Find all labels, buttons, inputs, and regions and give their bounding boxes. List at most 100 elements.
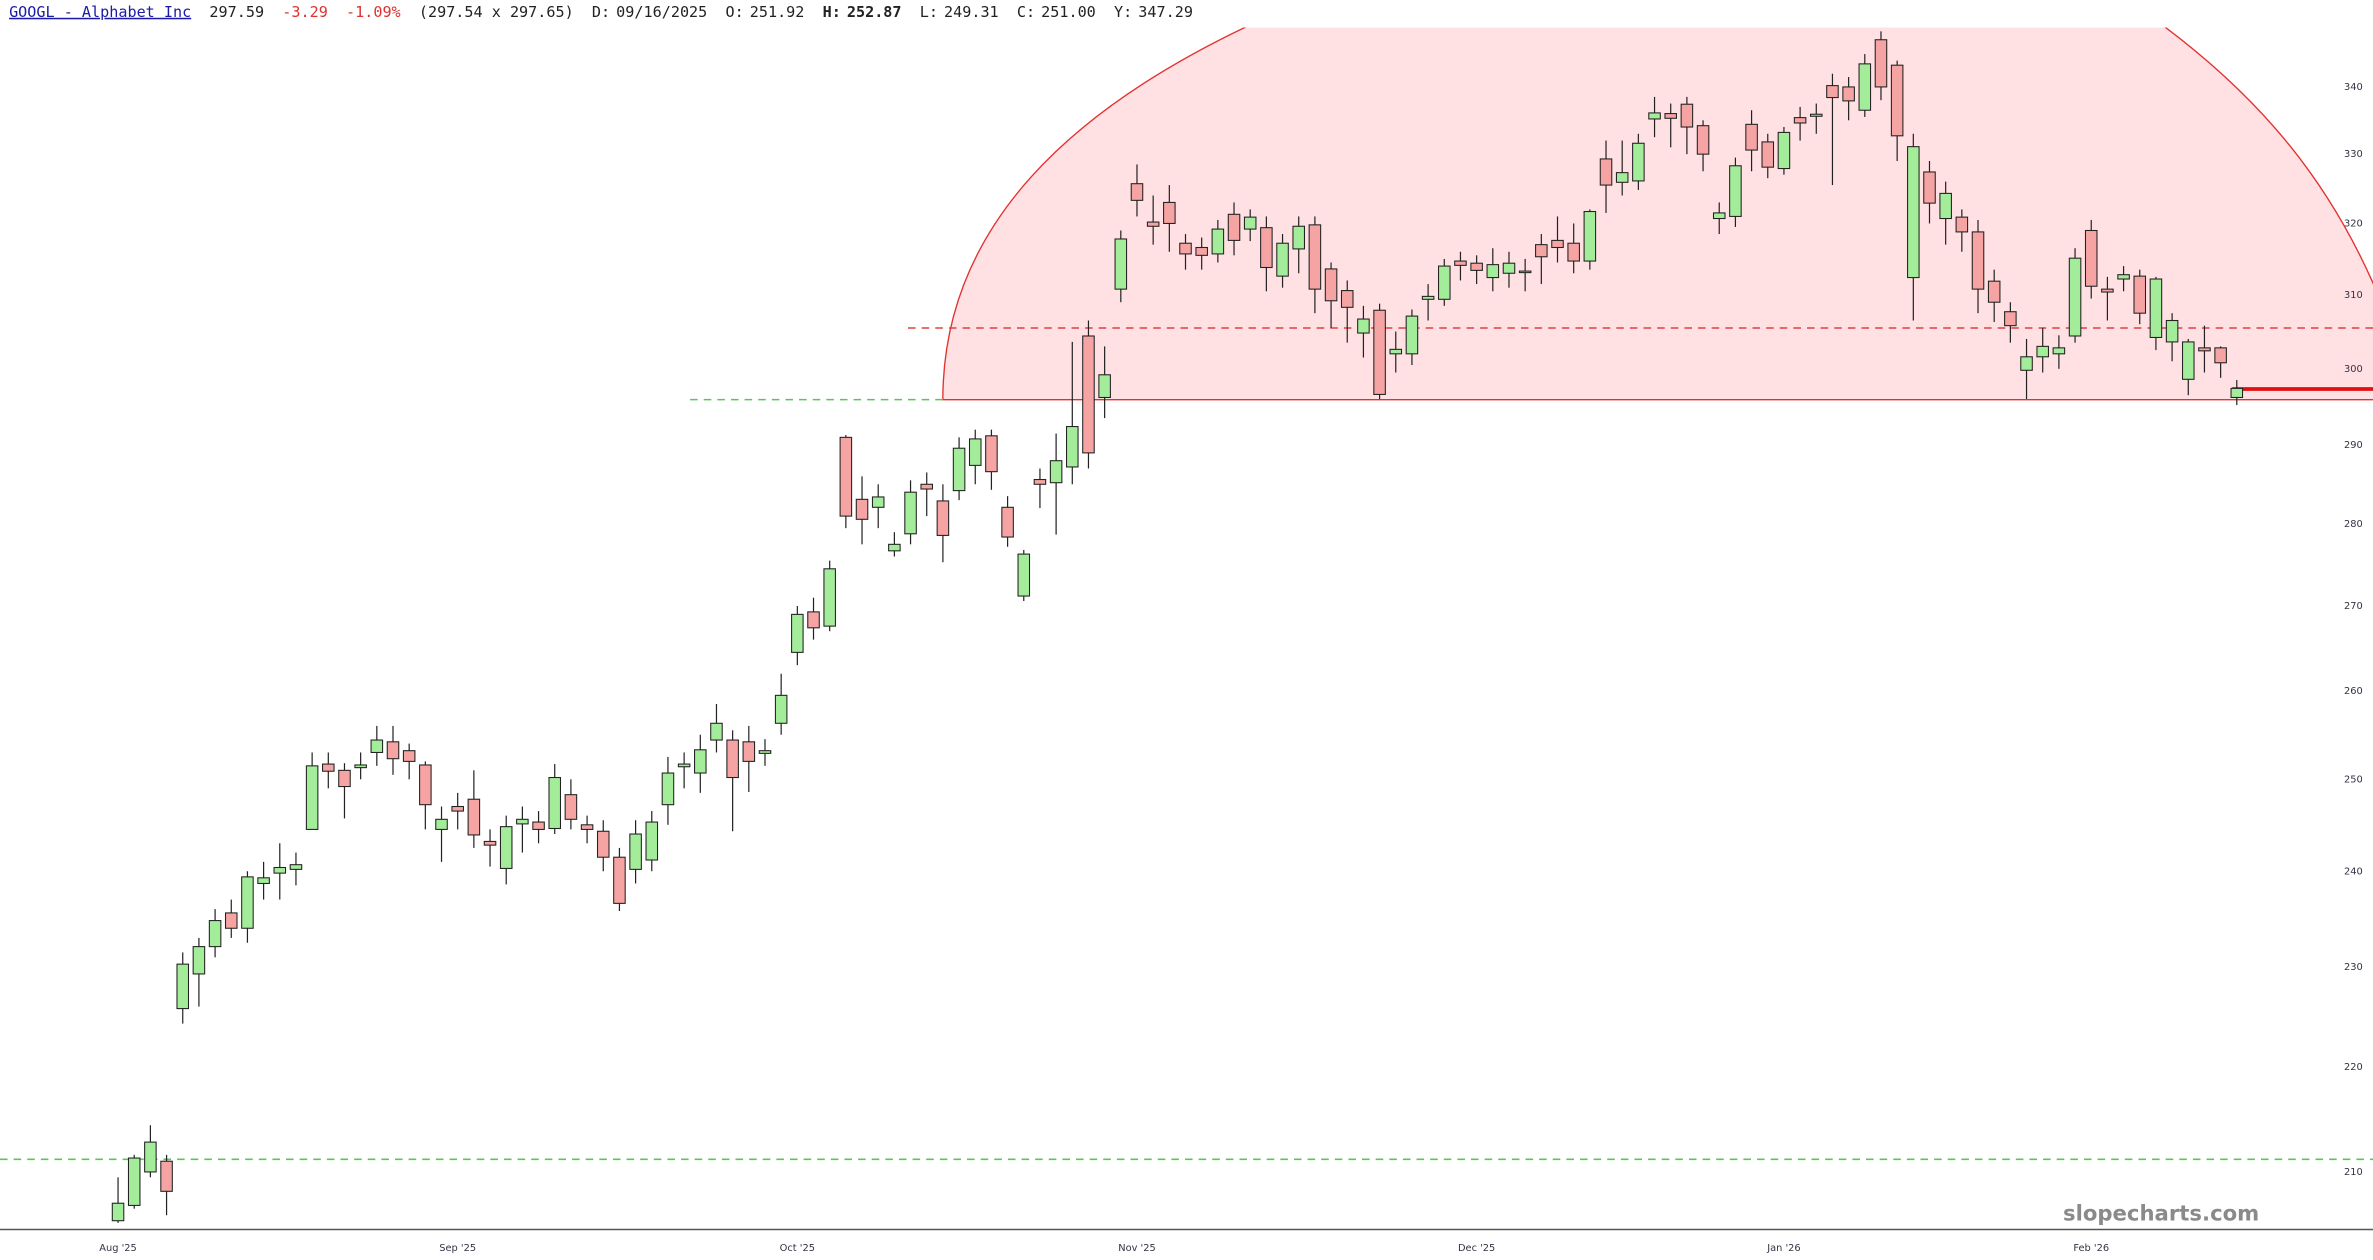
candle-body	[1745, 123, 1758, 151]
candle-body	[1615, 172, 1629, 183]
candle-body	[1664, 113, 1677, 119]
candle-body	[483, 840, 497, 846]
change: -3.29	[282, 3, 328, 21]
symbol[interactable]: GOOGL - Alphabet Inc	[9, 3, 191, 21]
last: 297.59	[209, 3, 264, 21]
candle-body	[2198, 347, 2211, 352]
candle-body	[257, 877, 270, 885]
candle-body	[774, 694, 788, 724]
candle-body	[111, 1202, 125, 1222]
candle-body	[1648, 112, 1661, 120]
candle-body	[2117, 274, 2130, 280]
candle-body	[386, 741, 400, 760]
field-value: 251.92	[750, 3, 805, 21]
candle-body	[839, 436, 853, 517]
candle-body	[1535, 244, 1548, 258]
candle-body	[1680, 103, 1694, 128]
candle-body	[354, 764, 367, 769]
candle-body	[273, 866, 287, 874]
candle-body	[791, 613, 804, 653]
candle-body	[2020, 356, 2033, 371]
candle-body	[1195, 246, 1208, 256]
field-value: 251.00	[1041, 3, 1096, 21]
y-tick-label: 300	[2344, 364, 2363, 375]
candle-body	[596, 830, 610, 858]
candle-body	[289, 864, 303, 870]
candle-body	[208, 920, 222, 948]
candle-body	[888, 543, 901, 552]
y-tick-label: 210	[2344, 1167, 2363, 1178]
candle-body	[1033, 479, 1047, 485]
candle-body	[1340, 290, 1354, 308]
candle-body	[758, 750, 772, 754]
candle-body	[855, 498, 869, 520]
y-tick-label: 220	[2344, 1062, 2363, 1073]
field-value: 347.29	[1138, 3, 1193, 21]
candle-body	[2052, 347, 2066, 355]
candle-body	[710, 722, 723, 741]
candle-body	[1276, 242, 1289, 277]
y-tick-label: 250	[2344, 774, 2363, 785]
candle-body	[370, 739, 384, 753]
candle-body	[952, 447, 966, 492]
candle-body	[1761, 141, 1775, 168]
y-tick-label: 280	[2344, 519, 2363, 530]
candle-body	[2133, 275, 2147, 314]
candle-body	[920, 483, 934, 490]
candle-body	[985, 435, 998, 473]
candle-body	[1890, 64, 1904, 137]
candle-body	[451, 805, 464, 812]
candle-body	[1809, 113, 1823, 117]
candle-body	[1324, 268, 1338, 302]
candle-body	[968, 438, 982, 466]
candle-body	[1373, 309, 1386, 395]
candle-body	[1049, 460, 1063, 484]
candle-body	[1357, 318, 1370, 334]
candle-body	[823, 568, 836, 627]
candle-body	[1114, 238, 1128, 290]
candle-body	[2084, 229, 2098, 287]
candle-body	[807, 611, 820, 629]
candle-body	[1923, 171, 1936, 204]
field-value: 09/16/2025	[616, 3, 707, 21]
candle-body	[1971, 231, 1985, 290]
candle-body	[338, 769, 351, 788]
candle-body	[1858, 63, 1872, 111]
candle-body	[1583, 210, 1597, 262]
candle-body	[532, 821, 545, 830]
candle-body	[1470, 262, 1483, 271]
field-label: C:	[1017, 3, 1035, 21]
candle-body	[1939, 192, 1952, 220]
candle-body	[192, 946, 206, 975]
candle-body	[1551, 239, 1564, 249]
x-tick-label: Sep '25	[439, 1243, 476, 1254]
candle-body	[516, 818, 529, 825]
y-tick-label: 310	[2344, 290, 2363, 301]
candle-body	[1098, 374, 1111, 399]
y-tick-label: 290	[2344, 440, 2363, 451]
candle-body	[1146, 221, 1160, 227]
candle-body	[1017, 553, 1031, 597]
y-tick-label: 270	[2344, 601, 2363, 612]
candle-body	[645, 821, 659, 861]
x-tick-label: Nov '25	[1118, 1243, 1155, 1254]
candle-body	[904, 491, 917, 535]
candle-body	[419, 764, 432, 806]
candle-body	[1421, 295, 1435, 300]
candle-body	[1632, 142, 1645, 182]
field-label: D:	[592, 3, 610, 21]
candle-body	[224, 912, 238, 929]
candle-body	[1955, 216, 1969, 233]
change-pct: -1.09%	[346, 3, 401, 21]
candle-body	[2036, 345, 2049, 358]
candle-body	[322, 763, 335, 772]
candle-body	[726, 739, 739, 779]
candle-body	[936, 500, 950, 536]
candle-body	[1696, 125, 1710, 155]
quote: (297.54 x 297.65)	[419, 3, 574, 21]
candle-body	[1454, 260, 1467, 266]
candle-body	[176, 963, 190, 1010]
candle-body	[1438, 265, 1451, 300]
